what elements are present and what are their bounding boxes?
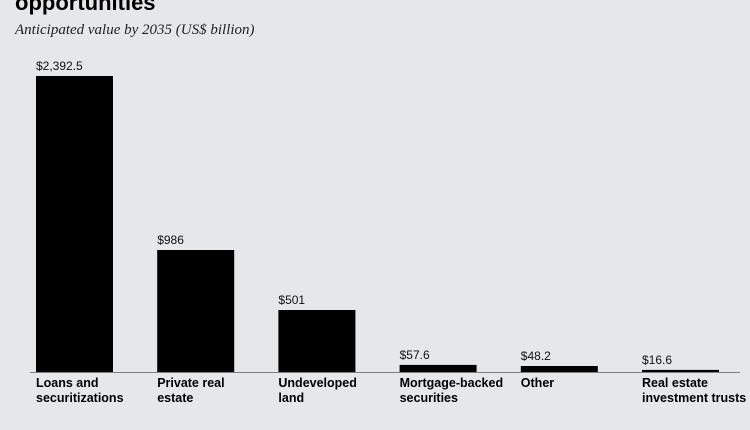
bar-1	[157, 250, 235, 372]
category-label-line: securities	[400, 391, 458, 405]
category-label-line: Undeveloped	[278, 376, 357, 390]
category-label-5: Real estate investment trusts	[642, 376, 746, 405]
category-label-1: Private real estate	[157, 376, 224, 405]
category-label-3: Mortgage-backed securities	[400, 376, 504, 405]
category-label-line: Mortgage-backed	[400, 376, 504, 390]
category-label-0: Loans and securitizations	[36, 376, 124, 405]
value-label-2: $501	[278, 293, 305, 307]
category-label-line: land	[278, 391, 304, 405]
labels-group: $2,392.5 Loans and securitizations $986 Priv…	[36, 59, 746, 405]
category-label-line: Real estate	[642, 376, 708, 390]
value-label-4: $48.2	[521, 349, 551, 363]
category-label-line: Private real	[157, 376, 224, 390]
chart-title: opportunities	[15, 0, 156, 15]
value-label-0: $2,392.5	[36, 59, 83, 73]
category-label-line: estate	[157, 391, 193, 405]
value-label-1: $986	[157, 233, 184, 247]
category-label-line: securitizations	[36, 391, 124, 405]
category-label-line: investment trusts	[642, 391, 746, 405]
bar-5	[642, 369, 719, 372]
value-label-3: $57.6	[400, 348, 430, 362]
category-label-line: Other	[521, 376, 554, 390]
value-label-5: $16.6	[642, 353, 672, 367]
bar-3	[399, 364, 477, 372]
bars-group	[36, 76, 719, 372]
category-label-2: Undeveloped land	[278, 376, 357, 405]
bar-0	[36, 76, 113, 372]
category-label-4: Other	[521, 376, 554, 390]
bar-2	[278, 310, 356, 372]
chart-subtitle: Anticipated value by 2035 (US$ billion)	[15, 22, 255, 38]
bar-4	[520, 366, 598, 372]
category-label-line: Loans and	[36, 376, 99, 390]
